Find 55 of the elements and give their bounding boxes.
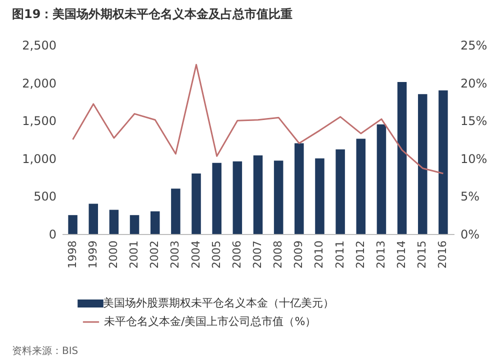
x-tick-label: 2006 xyxy=(230,240,244,268)
bar xyxy=(253,155,263,234)
y2-tick-label: 25% xyxy=(460,38,488,52)
legend-label: 美国场外股票期权未平仓名义本金（十亿美元） xyxy=(103,296,334,310)
x-tick-label: 2013 xyxy=(374,240,388,268)
bar xyxy=(274,160,284,234)
y-tick-label: 0 xyxy=(48,228,56,242)
y2-tick-label: 5% xyxy=(460,190,480,204)
bar xyxy=(192,174,201,234)
x-tick-label: 2014 xyxy=(395,240,408,268)
bar xyxy=(232,161,242,234)
line-series xyxy=(72,64,444,174)
bar xyxy=(315,158,324,234)
chart-title: 图19：美国场外期权未平仓名义本金及占总市值比重 xyxy=(12,7,293,21)
bar xyxy=(418,94,428,234)
bar xyxy=(397,82,407,234)
y2-tick-label: 15% xyxy=(460,114,488,128)
y-tick-label: 1,500 xyxy=(22,114,56,128)
y2-tick-label: 20% xyxy=(460,76,488,90)
y2-tick-label: 0% xyxy=(460,228,480,242)
x-tick-label: 2008 xyxy=(272,240,285,268)
bar xyxy=(68,215,78,234)
x-tick-label: 2015 xyxy=(416,240,429,268)
x-tick-label: 2011 xyxy=(333,240,346,268)
bar xyxy=(336,149,345,234)
x-tick-label: 2002 xyxy=(148,240,162,268)
bar xyxy=(150,211,160,234)
bar xyxy=(356,138,366,234)
x-tick-label: 2009 xyxy=(292,240,306,268)
x-tick-label: 2007 xyxy=(251,240,264,268)
x-tick-label: 1999 xyxy=(86,240,100,268)
x-tick-label: 2004 xyxy=(189,240,202,268)
y-tick-label: 2,000 xyxy=(22,76,56,90)
x-tick-label: 2010 xyxy=(312,240,326,268)
x-tick-label: 2000 xyxy=(106,240,120,268)
bar xyxy=(88,204,98,234)
y-tick-label: 2,500 xyxy=(22,38,56,52)
bar xyxy=(130,215,140,234)
bar xyxy=(294,143,304,234)
x-tick-label: 2001 xyxy=(128,240,141,268)
y-tick-label: 1,000 xyxy=(22,152,56,166)
bar xyxy=(212,162,222,234)
bar xyxy=(109,210,119,234)
x-tick-label: 2003 xyxy=(168,240,182,268)
text: 资料来源：BIS xyxy=(12,345,78,357)
x-tick-label: 2012 xyxy=(354,240,367,268)
x-tick-label: 2016 xyxy=(436,240,450,268)
y-tick-label: 500 xyxy=(34,190,56,204)
legend-label: 未平仓名义本金/美国上市公司总市值（%） xyxy=(104,315,316,328)
x-tick-label: 1998 xyxy=(66,240,79,268)
y2-tick-label: 10% xyxy=(460,152,488,166)
bar xyxy=(171,188,180,234)
bar xyxy=(438,90,448,234)
x-tick-label: 2005 xyxy=(210,240,223,268)
bar xyxy=(376,124,386,234)
